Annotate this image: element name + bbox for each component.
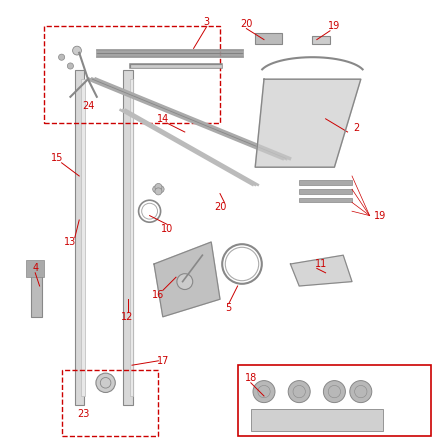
Circle shape	[59, 54, 65, 60]
Bar	[299, 180, 352, 185]
Circle shape	[96, 373, 115, 392]
Circle shape	[323, 381, 345, 403]
Circle shape	[153, 186, 160, 193]
Text: 19: 19	[328, 22, 341, 31]
Text: 18: 18	[245, 374, 257, 383]
Bar	[238, 365, 431, 436]
Text: 24: 24	[82, 101, 94, 110]
Text: 20: 20	[214, 202, 226, 212]
Polygon shape	[290, 255, 352, 286]
Circle shape	[73, 46, 81, 55]
FancyBboxPatch shape	[81, 79, 85, 396]
Circle shape	[350, 381, 372, 403]
Text: 20: 20	[240, 19, 253, 29]
Circle shape	[253, 381, 275, 403]
Text: 4: 4	[32, 264, 38, 273]
FancyBboxPatch shape	[123, 70, 133, 405]
Circle shape	[288, 381, 310, 403]
Text: 23: 23	[77, 409, 90, 418]
Text: 3: 3	[204, 17, 210, 27]
Circle shape	[177, 274, 193, 290]
Bar	[31, 268, 42, 317]
Bar	[299, 189, 352, 194]
Polygon shape	[154, 242, 220, 317]
Polygon shape	[255, 79, 361, 167]
Text: 19: 19	[374, 211, 386, 220]
Text: 17: 17	[157, 356, 169, 366]
Text: 15: 15	[51, 154, 63, 163]
Text: 10: 10	[161, 224, 173, 234]
Bar	[299, 198, 352, 202]
Circle shape	[155, 188, 162, 195]
Text: 14: 14	[157, 114, 169, 124]
FancyBboxPatch shape	[130, 79, 133, 396]
Text: 16: 16	[152, 290, 165, 300]
Circle shape	[67, 63, 73, 69]
Text: 2: 2	[353, 123, 359, 132]
FancyBboxPatch shape	[75, 70, 84, 405]
Bar	[255, 33, 282, 44]
Circle shape	[155, 183, 162, 191]
Text: 5: 5	[226, 303, 232, 313]
Text: 13: 13	[64, 237, 77, 247]
Text: 11: 11	[315, 259, 327, 269]
Text: 12: 12	[121, 312, 134, 322]
Bar	[44, 26, 220, 123]
Bar	[251, 409, 383, 431]
Bar	[62, 370, 158, 436]
Bar	[312, 36, 330, 44]
Bar	[26, 260, 44, 277]
Circle shape	[157, 186, 164, 193]
